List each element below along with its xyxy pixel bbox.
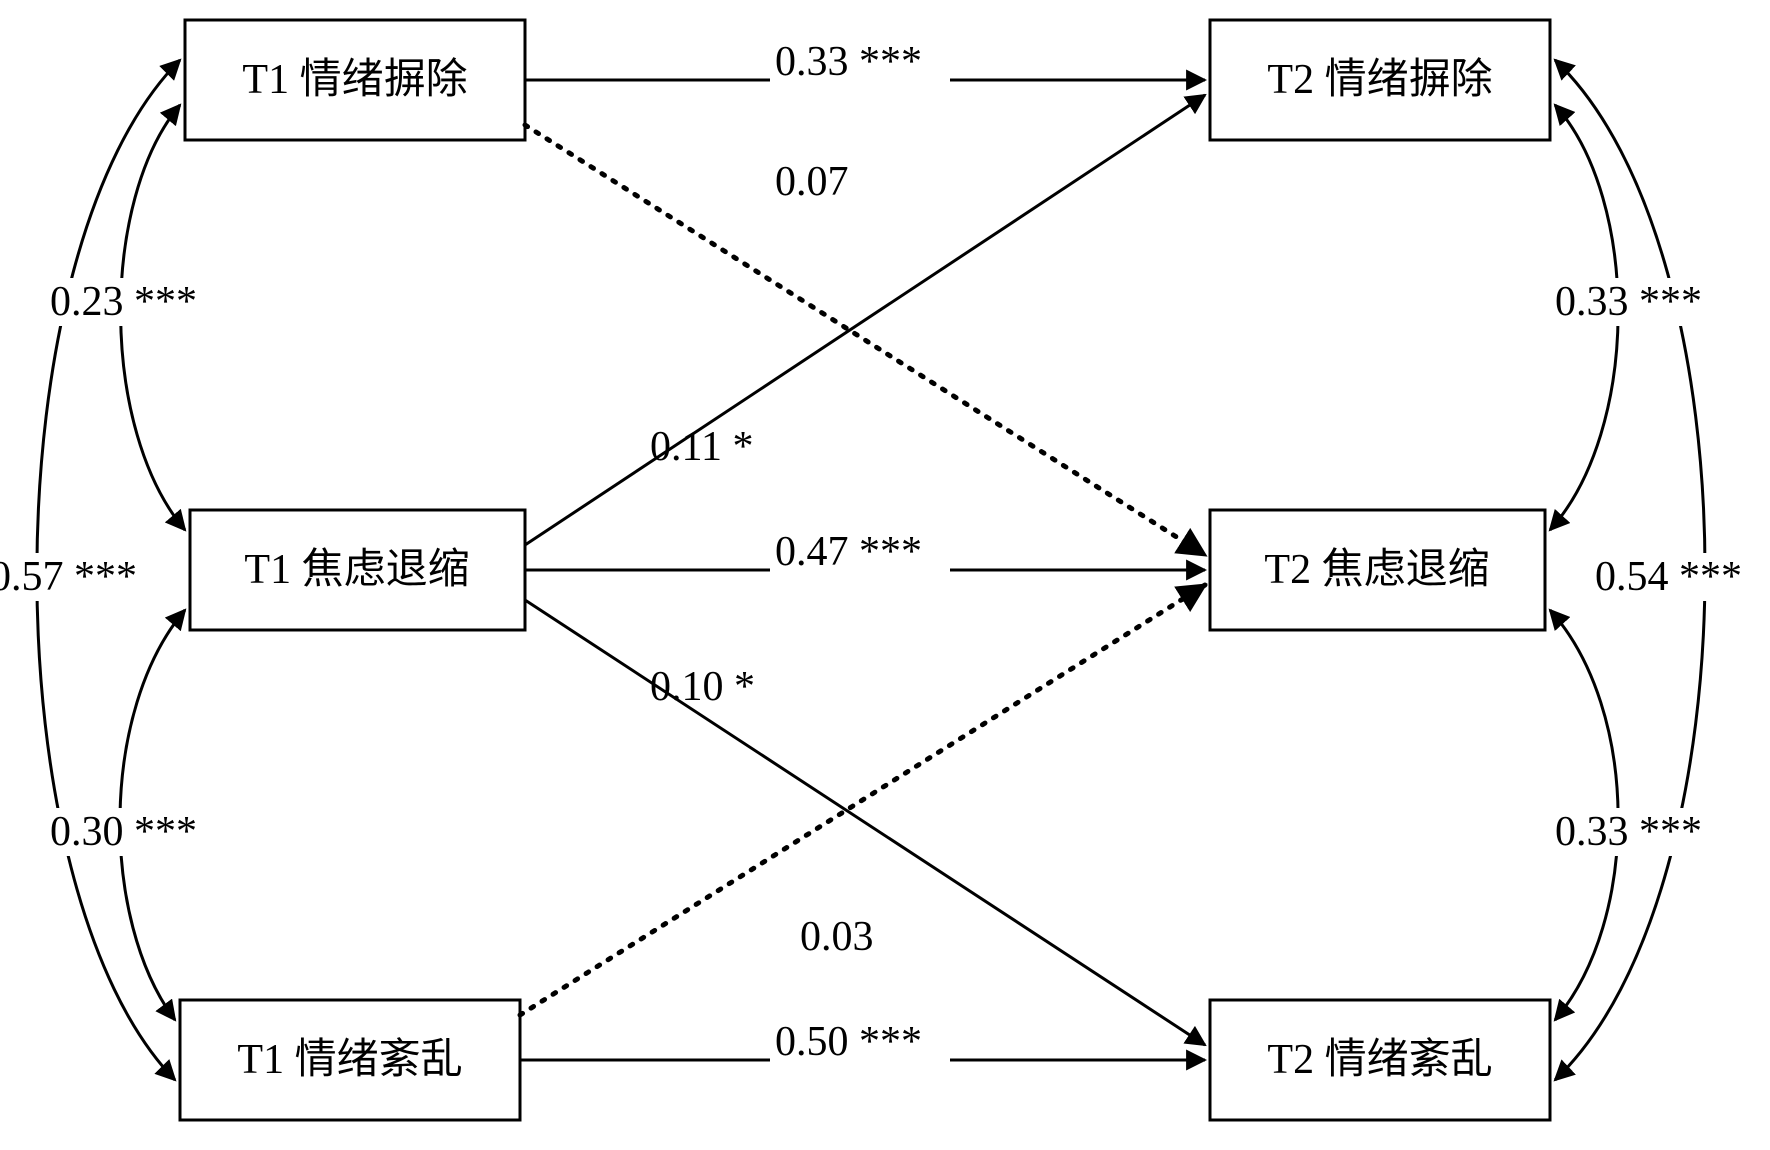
- node-t2-mid: T2 焦虑退缩: [1210, 510, 1545, 630]
- svg-text:0.11 *: 0.11 *: [650, 424, 753, 470]
- svg-text:0.47 ***: 0.47 ***: [775, 529, 922, 575]
- svg-text:0.30 ***: 0.30 ***: [50, 809, 197, 855]
- node-t1-top: T1 情绪摒除: [185, 20, 525, 140]
- svg-text:0.54 ***: 0.54 ***: [1595, 554, 1742, 600]
- label-cov-r-13: 0.54 ***: [1590, 553, 1770, 601]
- svg-text:0.33 ***: 0.33 ***: [775, 39, 922, 85]
- label-cov-l-13: 0.57 ***: [0, 553, 170, 601]
- svg-text:0.57 ***: 0.57 ***: [0, 554, 137, 600]
- label-diag-mid-top: 0.11 *: [650, 424, 753, 470]
- svg-text:0.33 ***: 0.33 ***: [1555, 809, 1702, 855]
- svg-text:0.50 ***: 0.50 ***: [775, 1019, 922, 1065]
- node-label: T1 情绪摒除: [242, 56, 467, 103]
- path-diagram: T1 情绪摒除 T1 焦虑退缩 T1 情绪紊乱 T2 情绪摒除 T2 焦虑退缩 …: [0, 0, 1770, 1150]
- label-h-bot: 0.50 ***: [770, 1018, 950, 1066]
- svg-text:0.10 *: 0.10 *: [650, 664, 755, 710]
- node-label: T2 情绪摒除: [1267, 56, 1492, 103]
- node-label: T2 情绪紊乱: [1267, 1036, 1492, 1083]
- label-diag-top-mid: 0.07: [775, 159, 849, 205]
- node-t2-bot: T2 情绪紊乱: [1210, 1000, 1550, 1120]
- edge-diag-mid-to-top: [525, 95, 1205, 545]
- label-diag-mid-bot: 0.10 *: [650, 664, 755, 710]
- label-cov-l-12: 0.23 ***: [45, 278, 225, 326]
- node-t2-top: T2 情绪摒除: [1210, 20, 1550, 140]
- node-label: T2 焦虑退缩: [1264, 547, 1489, 593]
- edge-diag-top-to-mid: [525, 125, 1205, 555]
- label-diag-bot-mid: 0.03: [800, 914, 874, 960]
- svg-text:0.07: 0.07: [775, 159, 849, 205]
- svg-text:0.03: 0.03: [800, 914, 874, 960]
- node-label: T1 焦虑退缩: [244, 547, 469, 593]
- label-h-mid: 0.47 ***: [770, 528, 950, 576]
- node-label: T1 情绪紊乱: [237, 1036, 462, 1083]
- label-cov-r-12: 0.33 ***: [1550, 278, 1730, 326]
- node-t1-bot: T1 情绪紊乱: [180, 1000, 520, 1120]
- label-cov-l-23: 0.30 ***: [45, 808, 225, 856]
- svg-text:0.23 ***: 0.23 ***: [50, 279, 197, 325]
- label-h-top: 0.33 ***: [770, 38, 950, 86]
- label-cov-r-23: 0.33 ***: [1550, 808, 1730, 856]
- edge-diag-mid-to-bot: [525, 600, 1205, 1045]
- svg-text:0.33 ***: 0.33 ***: [1555, 279, 1702, 325]
- node-t1-mid: T1 焦虑退缩: [190, 510, 525, 630]
